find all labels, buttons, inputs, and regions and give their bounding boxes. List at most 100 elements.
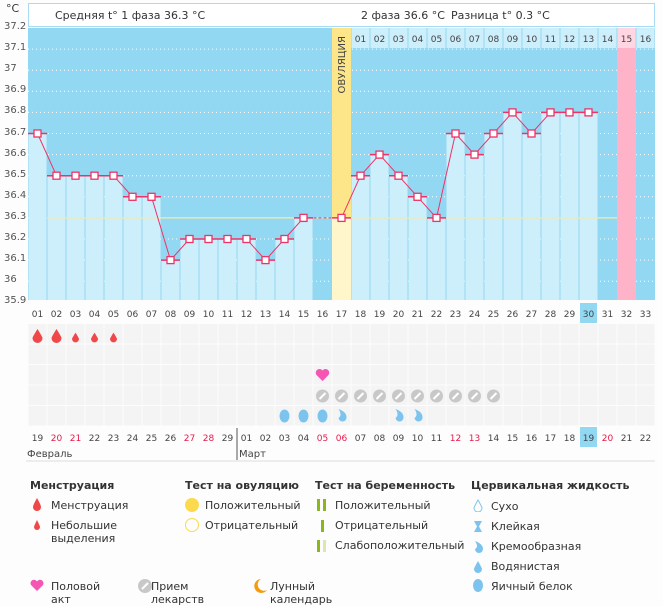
event-cell bbox=[370, 406, 389, 426]
temperature-bar bbox=[85, 175, 104, 300]
event-cell bbox=[237, 385, 256, 405]
event-cell bbox=[389, 324, 408, 344]
calendar-date: 17 bbox=[545, 434, 556, 444]
legend-item: Небольшие выделения bbox=[51, 519, 118, 545]
event-cell bbox=[218, 365, 237, 385]
event-cell bbox=[408, 324, 427, 344]
event-cell bbox=[85, 365, 104, 385]
calendar-date: 29 bbox=[222, 434, 234, 444]
pill-icon-stripe bbox=[394, 392, 403, 400]
heart-icon bbox=[315, 369, 330, 381]
event-cell bbox=[332, 344, 351, 364]
event-cell bbox=[522, 344, 541, 364]
calendar-date: 09 bbox=[393, 434, 405, 444]
event-cell bbox=[256, 365, 275, 385]
event-cell bbox=[123, 406, 142, 426]
event-cell bbox=[598, 324, 617, 344]
creamy-icon bbox=[338, 409, 347, 422]
y-tick-label: 37 bbox=[4, 63, 17, 75]
event-cell bbox=[446, 406, 465, 426]
cycle-day-label: 09 bbox=[184, 310, 196, 320]
event-cell bbox=[522, 385, 541, 405]
phase1-average: Средняя t° 1 фаза 36.3 °C bbox=[55, 9, 206, 22]
event-cell bbox=[370, 344, 389, 364]
event-cell bbox=[142, 365, 161, 385]
event-cell bbox=[161, 365, 180, 385]
temperature-line bbox=[436, 133, 456, 219]
temperature-bar bbox=[370, 154, 389, 300]
phase2-day-cell bbox=[408, 28, 427, 48]
event-cell bbox=[294, 344, 313, 364]
phase2-day-cell bbox=[579, 28, 598, 48]
event-cell bbox=[237, 406, 256, 426]
event-cell bbox=[275, 385, 294, 405]
egg-white-icon bbox=[298, 409, 309, 423]
bbt-chart[interactable]: ОВУЛЯЦИЯ 01 02 03 04 05 06 07 08 09 10 11 12 13 14 15 16… bbox=[0, 0, 663, 470]
cycle-day-label: 12 bbox=[241, 310, 252, 320]
event-cell bbox=[560, 365, 579, 385]
phase2-day-cell bbox=[560, 28, 579, 48]
cycle-day-label: 16 bbox=[317, 310, 329, 320]
event-cell bbox=[465, 324, 484, 344]
faint-lines-icon bbox=[317, 540, 320, 552]
event-cell bbox=[560, 324, 579, 344]
pill-icon-stripe bbox=[451, 392, 460, 400]
blood-drop-icon bbox=[33, 498, 41, 511]
calendar-date: 28 bbox=[203, 434, 215, 444]
phase2-day-cell bbox=[503, 28, 522, 48]
sticky-icon bbox=[474, 521, 482, 532]
event-cell bbox=[541, 385, 560, 405]
event-cell bbox=[598, 406, 617, 426]
unit-label: °C bbox=[6, 2, 20, 15]
event-cell bbox=[313, 344, 332, 364]
legend-title: Цервикальная жидкость bbox=[471, 479, 630, 492]
event-cell bbox=[465, 365, 484, 385]
event-cell bbox=[560, 406, 579, 426]
phase2-day-cell bbox=[484, 28, 503, 48]
legend-item: Отрицательный bbox=[335, 519, 429, 532]
phase2-day-label: 13 bbox=[583, 35, 594, 45]
event-cell bbox=[180, 365, 199, 385]
event-cell bbox=[161, 385, 180, 405]
temperature-point bbox=[90, 171, 99, 180]
event-cell bbox=[579, 365, 598, 385]
event-cell bbox=[104, 365, 123, 385]
event-cell bbox=[636, 385, 655, 405]
event-cell bbox=[237, 324, 256, 344]
egg-white-icon bbox=[473, 579, 483, 592]
event-cell bbox=[123, 385, 142, 405]
temperature-bar bbox=[541, 112, 560, 301]
event-cell bbox=[180, 344, 199, 364]
event-cell bbox=[294, 385, 313, 405]
phase2-day-label: 14 bbox=[602, 35, 614, 45]
cycle-day-label: 07 bbox=[146, 310, 157, 320]
event-cell bbox=[560, 344, 579, 364]
event-cell bbox=[28, 365, 47, 385]
chart-header: Средняя t° 1 фаза 36.3 °C 2 фаза 36.6 °C… bbox=[28, 3, 655, 27]
phase2-day-label: 07 bbox=[469, 35, 480, 45]
phase2-day-label: 02 bbox=[374, 35, 385, 45]
event-cell bbox=[370, 324, 389, 344]
event-cell bbox=[123, 365, 142, 385]
event-cell bbox=[218, 344, 237, 364]
event-cell bbox=[503, 344, 522, 364]
event-cell bbox=[617, 344, 636, 364]
calendar-date: 01 bbox=[241, 434, 252, 444]
phase2-day-cell bbox=[465, 28, 484, 48]
cycle-day-label: 05 bbox=[108, 310, 119, 320]
temperature-bar bbox=[28, 133, 47, 300]
legend-ovulation-test: Тест на овуляцию Положительный Отрицател… bbox=[185, 479, 301, 532]
y-tick-label: 36.1 bbox=[4, 253, 27, 265]
calendar-date: 03 bbox=[279, 434, 290, 444]
watery-icon bbox=[474, 561, 482, 573]
cycle-day-label: 29 bbox=[564, 310, 576, 320]
temperature-point bbox=[565, 108, 574, 117]
event-cell bbox=[446, 365, 465, 385]
event-cell bbox=[465, 406, 484, 426]
event-cell bbox=[598, 385, 617, 405]
event-cell bbox=[370, 365, 389, 385]
calendar-date: 11 bbox=[431, 434, 442, 444]
cycle-day-label: 18 bbox=[355, 310, 367, 320]
event-cell bbox=[503, 406, 522, 426]
event-cell bbox=[541, 324, 560, 344]
